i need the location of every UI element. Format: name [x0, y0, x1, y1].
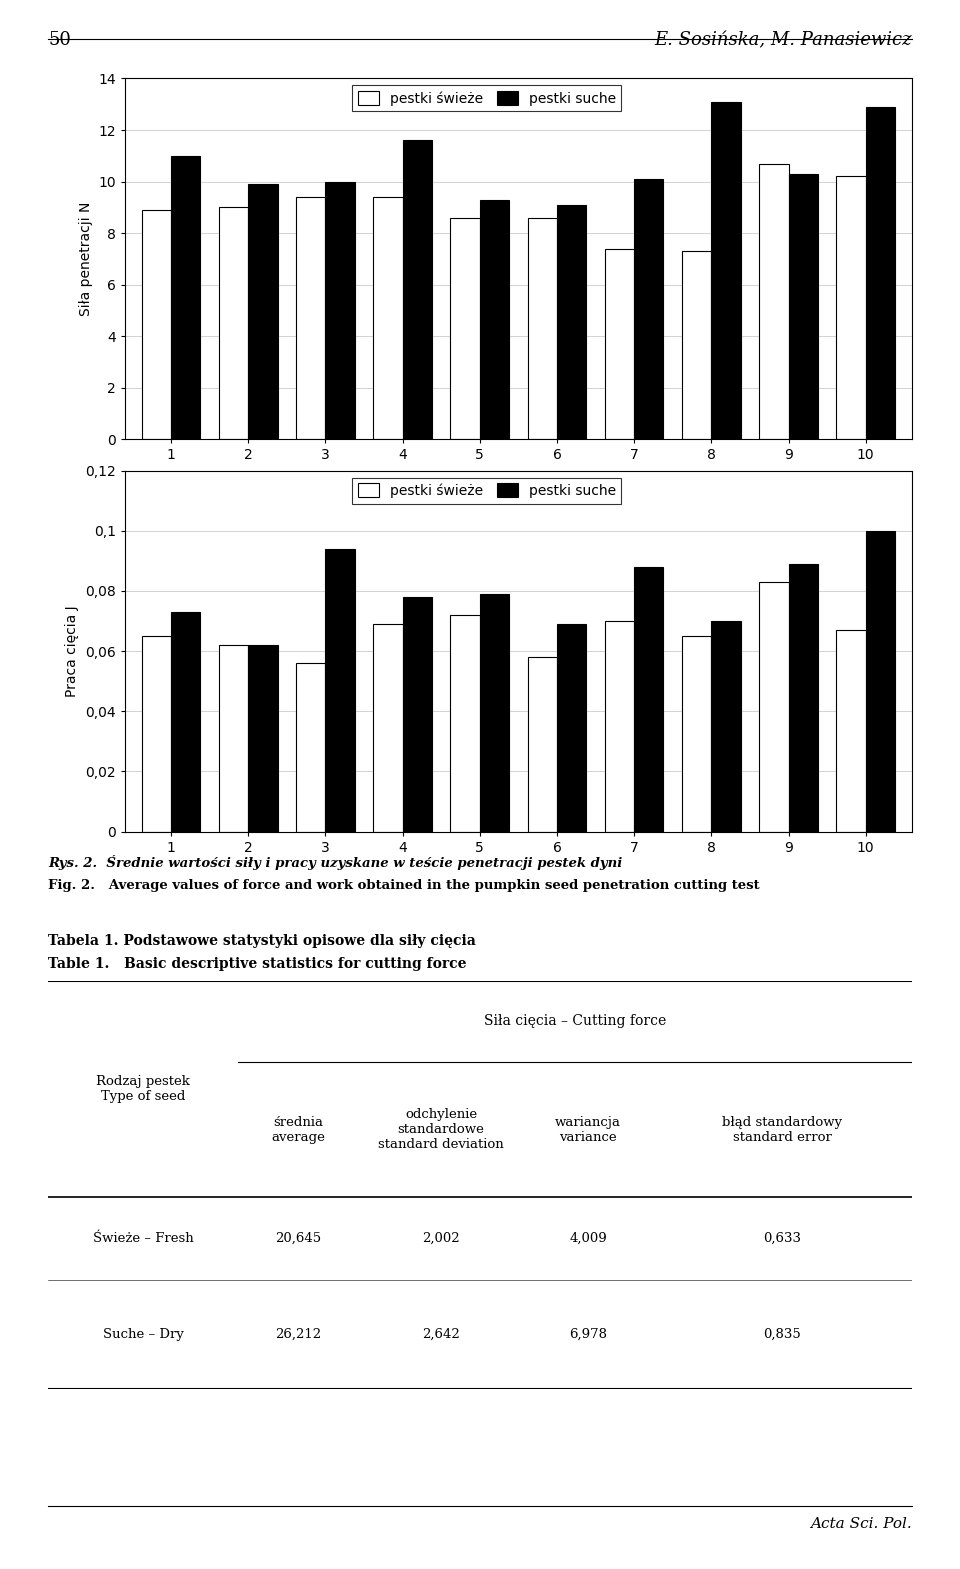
Bar	[296, 664, 325, 832]
Bar	[171, 612, 201, 832]
Bar	[480, 595, 509, 832]
Bar	[402, 140, 432, 439]
Bar	[142, 635, 171, 832]
Text: błąd standardowy
standard error: błąd standardowy standard error	[722, 1116, 843, 1144]
Text: Rodzaj pestek
Type of seed: Rodzaj pestek Type of seed	[96, 1075, 190, 1103]
Bar	[759, 582, 788, 832]
Bar	[866, 107, 895, 439]
Text: Acta Sci. Pol.: Acta Sci. Pol.	[810, 1517, 912, 1531]
Bar	[373, 198, 402, 439]
Y-axis label: Siła penetracji N: Siła penetracji N	[79, 202, 92, 315]
Bar	[557, 206, 587, 439]
Bar	[605, 621, 635, 832]
Text: 0,633: 0,633	[763, 1232, 802, 1246]
Text: 2,642: 2,642	[422, 1327, 460, 1341]
Bar	[325, 549, 355, 832]
Bar	[450, 218, 480, 439]
Bar	[759, 163, 788, 439]
Text: 4,009: 4,009	[569, 1232, 607, 1246]
Legend: pestki świeże, pestki suche: pestki świeże, pestki suche	[352, 477, 621, 504]
Bar	[557, 624, 587, 832]
Text: Rys. 2.  Średnie wartości siły i pracy uzyskane w teście penetracji pestek dyni: Rys. 2. Średnie wartości siły i pracy uz…	[48, 855, 622, 871]
Bar	[682, 251, 711, 439]
Text: 26,212: 26,212	[276, 1327, 322, 1341]
Bar	[402, 598, 432, 832]
Bar	[480, 199, 509, 439]
Text: Fig. 2.   Average values of force and work obtained in the pumpkin seed penetrat: Fig. 2. Average values of force and work…	[48, 879, 759, 891]
Text: Świeże – Fresh: Świeże – Fresh	[93, 1232, 193, 1246]
Text: 50: 50	[48, 31, 71, 49]
Bar	[219, 207, 249, 439]
Bar	[142, 210, 171, 439]
Bar	[249, 645, 277, 832]
Text: odchylenie
standardowe
standard deviation: odchylenie standardowe standard deviatio…	[378, 1108, 504, 1152]
Bar	[788, 563, 818, 832]
Text: 20,645: 20,645	[276, 1232, 322, 1246]
Text: wariancja
variance: wariancja variance	[555, 1116, 621, 1144]
Bar	[711, 621, 741, 832]
Bar	[866, 530, 895, 832]
Text: E. Sosińska, M. Panasiewicz: E. Sosińska, M. Panasiewicz	[655, 31, 912, 49]
Bar	[219, 645, 249, 832]
Legend: pestki świeże, pestki suche: pestki świeże, pestki suche	[352, 85, 621, 111]
Bar	[296, 198, 325, 439]
Text: 0,835: 0,835	[763, 1327, 802, 1341]
Text: 2,002: 2,002	[422, 1232, 460, 1246]
Text: Table 1.   Basic descriptive statistics for cutting force: Table 1. Basic descriptive statistics fo…	[48, 957, 467, 971]
Bar	[450, 615, 480, 832]
Y-axis label: Praca cięcia J: Praca cięcia J	[65, 606, 80, 697]
Bar	[836, 631, 866, 832]
Bar	[249, 184, 277, 439]
Text: Suche – Dry: Suche – Dry	[103, 1327, 183, 1341]
Bar	[528, 657, 557, 832]
Bar	[788, 174, 818, 439]
Bar	[682, 635, 711, 832]
Bar	[325, 182, 355, 439]
Bar	[635, 566, 663, 832]
Text: Tabela 1. Podstawowe statystyki opisowe dla siły cięcia: Tabela 1. Podstawowe statystyki opisowe …	[48, 934, 476, 948]
Bar	[171, 155, 201, 439]
Text: średnia
average: średnia average	[272, 1116, 325, 1144]
Bar	[528, 218, 557, 439]
Bar	[635, 179, 663, 439]
Text: 6,978: 6,978	[569, 1327, 607, 1341]
Bar	[605, 248, 635, 439]
Bar	[836, 176, 866, 439]
Text: Siła cięcia – Cutting force: Siła cięcia – Cutting force	[484, 1015, 666, 1028]
Bar	[711, 102, 741, 439]
Bar	[373, 624, 402, 832]
